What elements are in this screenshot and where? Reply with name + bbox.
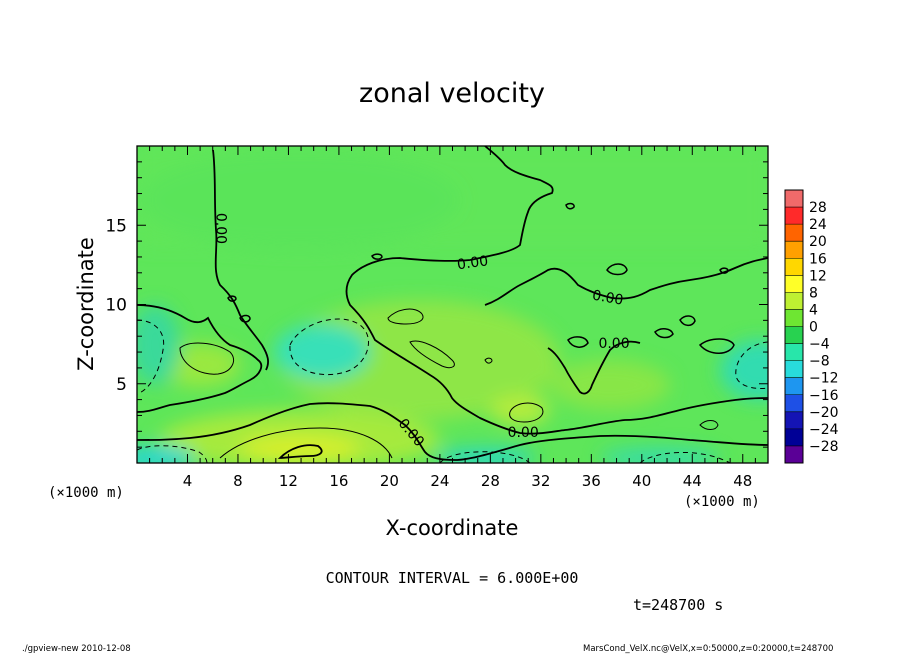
x-unit-right: (×1000 m) (684, 494, 760, 510)
x-tick-label: 16 (329, 472, 348, 490)
zero-contour (654, 328, 674, 339)
colorbar-label: 28 (809, 200, 827, 216)
colorbar-label: −8 (809, 354, 830, 370)
footer-source: MarsCond_VelX.nc@VelX,x=0:50000,z=0:2000… (583, 644, 833, 654)
colorbar-swatch (785, 394, 803, 413)
colorbar-label: −20 (809, 405, 839, 421)
colorbar-label: −24 (809, 422, 839, 438)
y-axis-label: Z-coordinate (74, 237, 98, 371)
zero-contour (227, 295, 237, 302)
colorbar-swatch (785, 275, 803, 293)
contour-lines (137, 146, 768, 463)
colorbar-label: 0 (809, 320, 818, 336)
x-tick-label: 12 (279, 472, 298, 490)
colorbar-label: −12 (809, 371, 839, 387)
x-tick-label: 4 (183, 472, 193, 490)
colorbar-label: 24 (809, 217, 827, 233)
negative-contour (137, 445, 208, 463)
negative-contour (289, 318, 369, 376)
contour-label: 0.00 (508, 425, 539, 441)
x-axis-label: X-coordinate (386, 516, 519, 540)
zero-contour (277, 444, 323, 459)
plot-area: 0.000.000.000.000.000.00 (137, 146, 768, 463)
contour-label: 0.00 (591, 288, 624, 309)
positive-contour (484, 357, 493, 364)
x-tick-label: 20 (380, 472, 399, 490)
colorbar-swatch (785, 292, 803, 310)
negative-contour (639, 452, 731, 463)
zero-contour (212, 149, 269, 371)
zero-contour (567, 336, 589, 348)
footer-program: ./gpview-new 2010-12-08 (22, 644, 131, 654)
positive-contour (179, 342, 234, 375)
field-shading (137, 146, 768, 463)
colorbar-label: 16 (809, 251, 827, 267)
x-unit-left: (×1000 m) (48, 485, 124, 501)
positive-contour (509, 402, 544, 423)
y-tick-label: 10 (105, 296, 127, 316)
y-axis: 5 10 15 (105, 161, 768, 448)
colorbar-swatch (785, 428, 803, 447)
colorbar-label: −28 (809, 439, 839, 455)
zero-contour (606, 263, 628, 276)
colorbar-swatch (785, 377, 803, 396)
positive-contour (409, 340, 455, 369)
positive-contour (219, 427, 393, 459)
x-tick-label: 24 (430, 472, 449, 490)
positive-contour (387, 308, 424, 325)
zero-contour (371, 253, 383, 260)
zero-contour (698, 338, 735, 354)
chart-title: zonal velocity (359, 78, 545, 109)
zero-contour (719, 267, 729, 274)
colorbar-label: 8 (809, 285, 818, 301)
contour-label: 0.00 (598, 336, 629, 352)
colorbar-swatch (785, 241, 803, 259)
colorbar-swatch (785, 326, 803, 345)
negative-contour (137, 319, 165, 395)
zero-contour (137, 402, 768, 461)
positive-contour (699, 420, 719, 430)
contour-label: 0.00 (456, 253, 489, 273)
colorbar-label: 20 (809, 234, 827, 250)
colorbar-swatch (785, 309, 803, 327)
colorbar-swatch (785, 190, 803, 208)
colorbar-swatch (785, 360, 803, 379)
colorbar-swatch (785, 207, 803, 225)
zero-contour (565, 202, 575, 210)
contour-label: 0.00 (212, 213, 228, 244)
x-axis: 4 8 12 16 20 24 28 32 36 40 44 48 (149, 146, 756, 490)
colorbar-swatch (785, 411, 803, 430)
colorbar-label: 4 (809, 302, 818, 318)
zero-contour (547, 340, 641, 395)
x-tick-label: 44 (683, 472, 702, 490)
zero-contour (239, 314, 251, 323)
x-tick-label: 40 (632, 472, 651, 490)
x-tick-label: 48 (733, 472, 752, 490)
zero-contour (345, 146, 768, 435)
y-tick-label: 15 (105, 216, 127, 236)
x-tick-label: 36 (582, 472, 601, 490)
zero-contour (679, 315, 696, 327)
colorbar-label: 12 (809, 268, 827, 284)
x-tick-label: 28 (481, 472, 500, 490)
colorbar-swatch (785, 258, 803, 276)
colorbar-label: −4 (809, 337, 830, 353)
negative-contour (439, 451, 531, 463)
colorbar-swatch (785, 445, 803, 464)
y-tick-label: 5 (116, 375, 127, 395)
x-tick-label: 32 (531, 472, 550, 490)
x-tick-label: 8 (233, 472, 243, 490)
time-text: t=248700 s (633, 596, 723, 614)
negative-contour (735, 341, 768, 389)
colorbar-swatch (785, 224, 803, 242)
colorbar-label: −16 (809, 388, 839, 404)
contour-interval-text: CONTOUR INTERVAL = 6.000E+00 (326, 569, 579, 587)
zero-contour (137, 304, 263, 413)
colorbar-swatch (785, 343, 803, 362)
